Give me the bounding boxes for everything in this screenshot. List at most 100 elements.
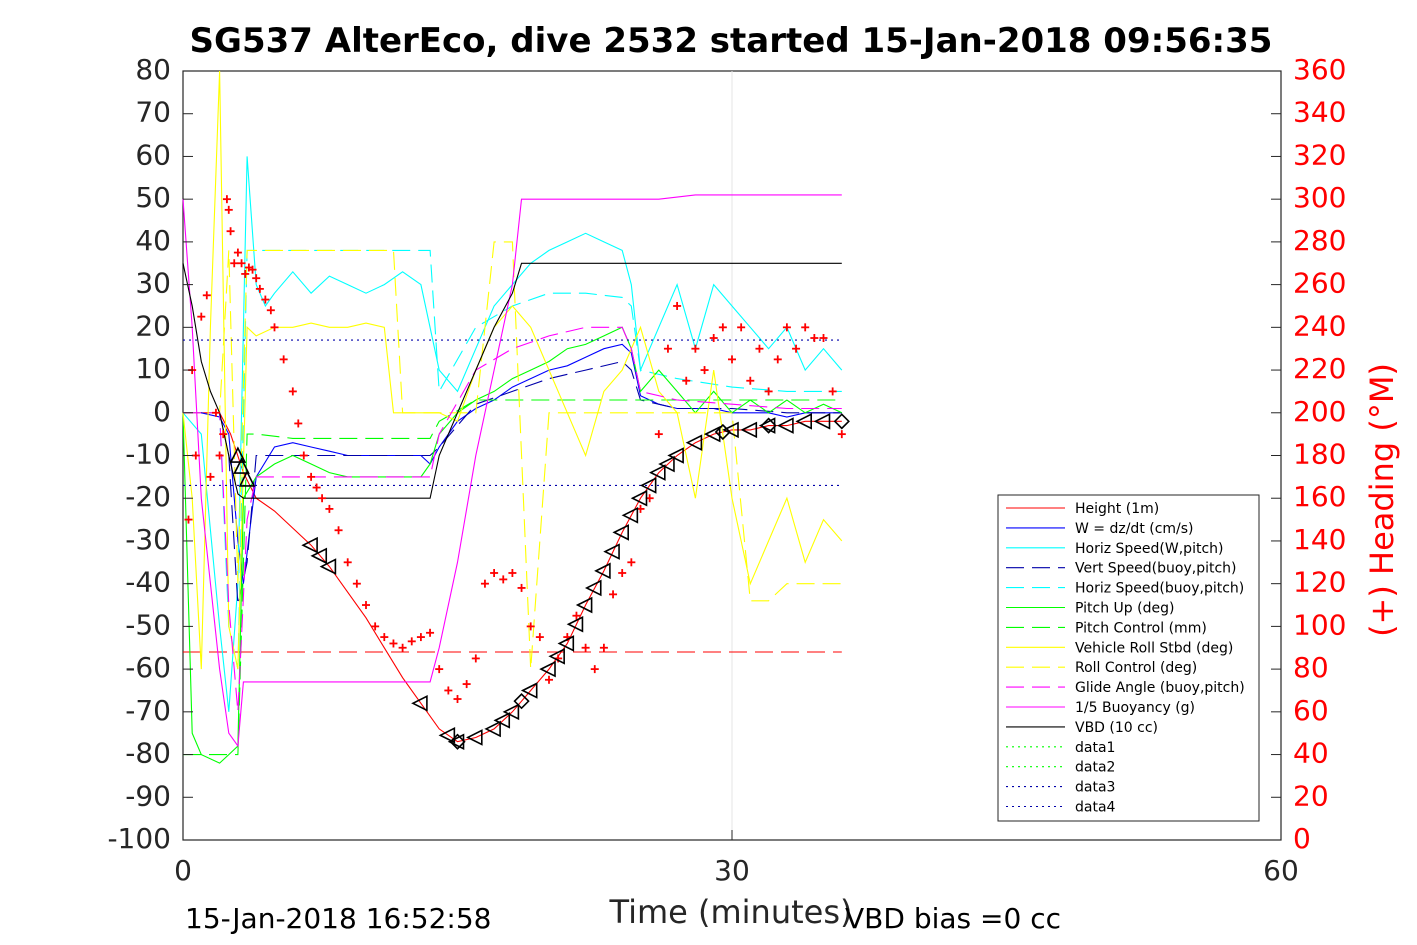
heading-point	[590, 665, 599, 674]
marker-triangle-left	[630, 489, 648, 507]
right-tick-label: 200	[1293, 395, 1346, 428]
heading-point	[673, 301, 682, 310]
x-axis-label: Time (minutes)	[609, 893, 853, 931]
heading-point	[526, 622, 535, 631]
marker-diamond	[449, 733, 466, 750]
marker-diamond	[513, 693, 530, 710]
heading-point	[318, 494, 327, 503]
marker-triangle-left	[621, 507, 639, 524]
marker-triangle-left	[484, 720, 501, 738]
heading-point	[599, 643, 608, 652]
right-tick-label: 0	[1293, 822, 1311, 855]
heading-point	[202, 291, 211, 300]
right-tick-label: 340	[1293, 96, 1346, 129]
heading-point	[270, 323, 279, 332]
right-tick-label: 320	[1293, 138, 1346, 171]
heading-point	[435, 665, 444, 674]
heading-point	[307, 472, 316, 481]
right-tick-label: 240	[1293, 309, 1346, 342]
chart-title: SG537 AlterEco, dive 2532 started 15-Jan…	[190, 21, 1273, 61]
left-tick-label: -20	[125, 480, 171, 513]
heading-point	[426, 628, 435, 637]
marker-diamond	[833, 413, 850, 430]
heading-point	[792, 344, 801, 353]
heading-point	[334, 526, 343, 535]
heading-point	[728, 355, 736, 364]
legend-entry: Roll Control (deg)	[1006, 660, 1197, 676]
heading-point	[535, 633, 544, 642]
heading-point	[222, 195, 231, 204]
marker-triangle-left	[667, 447, 684, 464]
marker-triangle-left	[685, 434, 703, 451]
marker-triangle-left	[466, 729, 483, 746]
marker-diamond	[714, 423, 731, 441]
x-axis: 0 30 60	[174, 830, 1299, 887]
legend-label: Glide Angle (buoy,pitch)	[1075, 680, 1245, 696]
marker-triangle-left	[658, 455, 675, 473]
legend-label: data1	[1075, 740, 1115, 756]
marker-triangle-left	[548, 648, 565, 665]
heading-point	[312, 483, 321, 492]
legend-label: Pitch Up (deg)	[1075, 601, 1174, 617]
legend-entry: Height (1m)	[1006, 501, 1159, 517]
heading-point	[718, 323, 727, 332]
heading-point	[627, 558, 636, 567]
heading-point	[545, 675, 553, 684]
right-tick-label: 80	[1293, 651, 1329, 684]
heading-point	[755, 344, 764, 353]
heading-point	[299, 451, 308, 460]
marker-triangle-left	[795, 413, 813, 430]
heading-point	[206, 472, 215, 481]
heading-point	[691, 344, 700, 353]
legend-label: data2	[1075, 760, 1115, 776]
heading-point	[828, 387, 837, 396]
legend-label: Horiz Speed(W,pitch)	[1075, 541, 1223, 557]
left-tick-label: -90	[125, 779, 171, 812]
left-tick-label: 50	[135, 181, 171, 214]
series-line-vert-speed-buoy-pitch-	[183, 360, 842, 606]
heading-point	[252, 274, 261, 283]
marker-triangle-left	[584, 579, 602, 597]
legend-label: Vert Speed(buoy,pitch)	[1075, 561, 1237, 577]
heading-point	[233, 248, 242, 257]
left-tick-label: -50	[125, 608, 171, 641]
legend-label: data3	[1075, 780, 1115, 796]
marker-triangle-left	[639, 477, 657, 494]
right-tick-label: 360	[1293, 53, 1346, 86]
heading-point	[801, 323, 810, 332]
heading-point	[226, 227, 235, 236]
heading-point	[371, 622, 380, 631]
legend-entry: Vehicle Roll Stbd (deg)	[1006, 640, 1233, 656]
legend-label: Vehicle Roll Stbd (deg)	[1075, 640, 1233, 656]
marker-triangle-left	[566, 615, 584, 633]
heading-point	[663, 344, 672, 353]
series-line-pitch-control-mm-	[183, 399, 842, 756]
marker-triangle-left	[557, 635, 575, 652]
legend: Height (1m) W = dz/dt (cm/s) Horiz Speed(W…	[997, 494, 1260, 822]
left-tick-label: -40	[125, 566, 171, 599]
legend-entry: Glide Angle (buoy,pitch)	[1006, 680, 1245, 696]
heading-point	[480, 579, 489, 588]
heading-point	[352, 579, 361, 588]
left-tick-label: -30	[125, 523, 171, 556]
series-line-roll-control-deg-	[183, 241, 842, 670]
legend-entry: Horiz Speed(W,pitch)	[1006, 541, 1223, 557]
heading-point	[288, 387, 297, 396]
legend-entry: W = dz/dt (cm/s)	[1006, 521, 1194, 537]
legend-entry: data2	[1006, 760, 1115, 776]
legend-entry: Horiz Speed(buoy,pitch)	[1006, 581, 1244, 597]
legend-label: Roll Control (deg)	[1075, 660, 1197, 676]
marker-triangle-left	[539, 660, 556, 678]
heading-point	[819, 334, 828, 343]
marker-layer	[184, 195, 850, 751]
right-tick-label: 220	[1293, 352, 1346, 385]
right-tick-label: 100	[1293, 608, 1346, 641]
left-tick-label: 80	[135, 53, 171, 86]
heading-point	[219, 430, 228, 439]
heading-point	[508, 568, 517, 577]
heading-point	[782, 323, 791, 332]
heading-point	[581, 643, 590, 652]
heading-point	[241, 269, 250, 278]
marker-triangle-left	[520, 682, 538, 699]
marker-triangle-up	[238, 470, 256, 487]
